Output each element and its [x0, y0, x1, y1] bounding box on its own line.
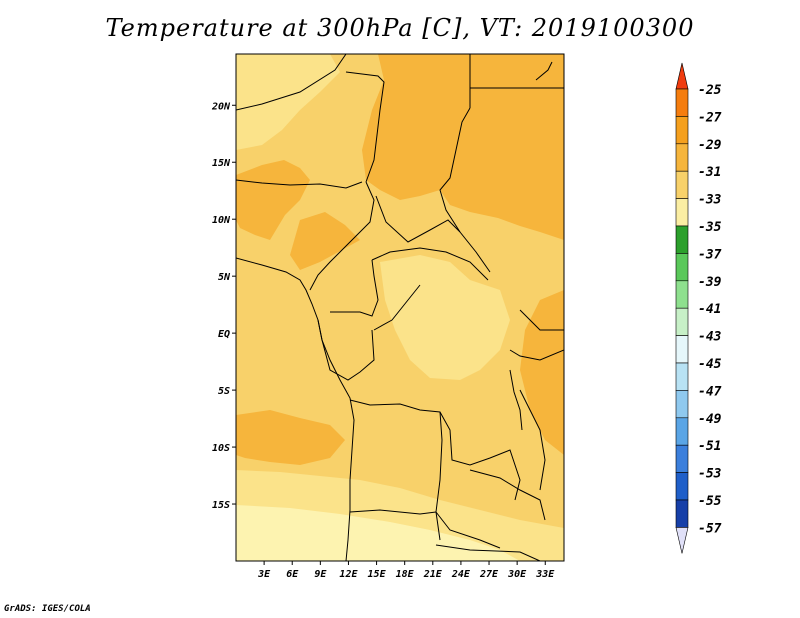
colorbar-swatch: [675, 280, 689, 309]
colorbar-swatch: [675, 253, 689, 282]
colorbar-label: -37: [698, 247, 722, 262]
colorbar-label: -27: [698, 110, 722, 125]
border-namibia-botswana: [435, 511, 501, 549]
border-angola-zambia: [435, 411, 443, 541]
lon-tick-label: 24E: [451, 569, 471, 580]
border-nigeria-cameroon: [309, 181, 375, 291]
border-car-congo: [371, 247, 489, 281]
lon-tick-label: 18E: [396, 569, 415, 580]
lon-tick-label: 21E: [423, 569, 443, 580]
colorbar-label: -35: [698, 220, 722, 235]
latitude-axis: 20N 15N 10N 5N EQ 5S 10S 15S: [211, 101, 236, 511]
lon-tick-label: 3E: [257, 569, 271, 580]
lat-tick-label: 15N: [212, 158, 231, 169]
border-lake-tanganyika: [509, 369, 523, 431]
border-drc-angola: [349, 399, 521, 501]
colorbar-swatch: [675, 335, 689, 364]
temperature-map: [236, 54, 564, 561]
colorbar-label: -51: [698, 439, 721, 454]
lon-tick-label: 30E: [507, 569, 527, 580]
lat-tick-label: 5S: [218, 386, 230, 397]
colorbar-label: -41: [698, 302, 721, 317]
colorbar-swatch: [675, 499, 689, 528]
atlantic-coastline: [236, 257, 355, 561]
lat-tick-label: 5N: [218, 272, 231, 283]
colorbar-label: -47: [698, 384, 722, 399]
red-sea-coast: [535, 61, 553, 81]
border-zambia-east: [469, 469, 546, 521]
colorbar-swatch: [675, 417, 689, 446]
colorbar-label: -43: [698, 330, 722, 345]
field-region-nw-warm: [236, 160, 310, 240]
field-region-central-band: [290, 212, 360, 270]
border-chad-sudan: [439, 107, 491, 273]
colorbar-swatch: [675, 198, 689, 227]
border-algeria-niger: [236, 54, 347, 111]
lon-tick-label: 6E: [286, 569, 299, 580]
colorbar-swatch: [675, 390, 689, 419]
field-region-central-cool: [380, 255, 510, 380]
border-east-africa: [519, 309, 564, 331]
colorbar-swatch: [675, 143, 689, 172]
border-bottom-south: [435, 544, 541, 561]
colorbar-label: -45: [698, 357, 722, 372]
colorbar-swatch: [675, 307, 689, 336]
lon-tick-label: 15E: [368, 569, 387, 580]
lon-tick-label: 27E: [479, 569, 499, 580]
border-niger-nigeria: [236, 179, 363, 189]
colorbar-label: -25: [698, 83, 722, 98]
border-cameroon-gabon: [330, 259, 379, 317]
longitude-axis: 3E 6E 9E 12E 15E 18E 21E 24E 27E 30E 33E: [257, 561, 555, 580]
colorbar-swatch: [675, 362, 689, 391]
colorbar-swatch: [675, 116, 689, 145]
colorbar-label: -39: [698, 275, 722, 290]
border-niger-chad: [345, 71, 385, 183]
colorbar-swatch: [675, 472, 689, 501]
colorbar-label: -31: [698, 165, 721, 180]
lon-tick-label: 12E: [339, 569, 358, 580]
field-region-ne-warm: [362, 54, 564, 240]
lat-tick-label: 15S: [212, 500, 230, 511]
colorbar-label: -49: [698, 412, 722, 427]
border-cameroon-car: [375, 195, 461, 243]
lon-tick-label: 9E: [314, 569, 327, 580]
colorbar-label: -55: [698, 494, 722, 509]
colorbar-bottom-arrow: [675, 527, 689, 554]
colorbar-top-arrow: [675, 62, 689, 90]
colorbar-label: -57: [698, 521, 722, 536]
lat-tick-label: 10N: [212, 215, 231, 226]
colorbar-swatch: [675, 444, 689, 473]
lat-tick-label: EQ: [218, 329, 230, 340]
colorbar-label: -53: [698, 467, 722, 482]
lat-tick-label: 10S: [212, 443, 230, 454]
colorbar-label: -33: [698, 193, 722, 208]
field-region-east-warm: [520, 290, 564, 455]
map-frame: [235, 53, 565, 562]
lat-tick-label: 20N: [211, 101, 231, 112]
grads-credit: GrADS: IGES/COLA: [4, 604, 91, 614]
border-uganda: [509, 349, 564, 361]
border-tanzania: [519, 389, 546, 491]
border-angola-namibia: [349, 509, 437, 515]
field-region-sw-warm: [236, 410, 345, 465]
colorbar-swatch: [675, 170, 689, 199]
lon-tick-label: 33E: [535, 569, 555, 580]
border-congo-drc: [373, 284, 421, 331]
chart-title: Temperature at 300hPa [C], VT: 201910030…: [105, 14, 695, 42]
colorbar-swatch: [675, 88, 689, 117]
country-borders: [236, 54, 564, 561]
field-region-north-cool: [236, 54, 340, 150]
colorbar-swatch: [675, 225, 689, 254]
colorbar-label: -29: [698, 138, 722, 153]
colorbar: -25 -27 -29 -31 -33 -35 -37 -39 -41 -43 -45 -47 -49 -…: [675, 62, 722, 554]
